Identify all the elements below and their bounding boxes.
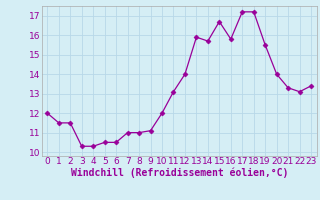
X-axis label: Windchill (Refroidissement éolien,°C): Windchill (Refroidissement éolien,°C) [70,168,288,178]
